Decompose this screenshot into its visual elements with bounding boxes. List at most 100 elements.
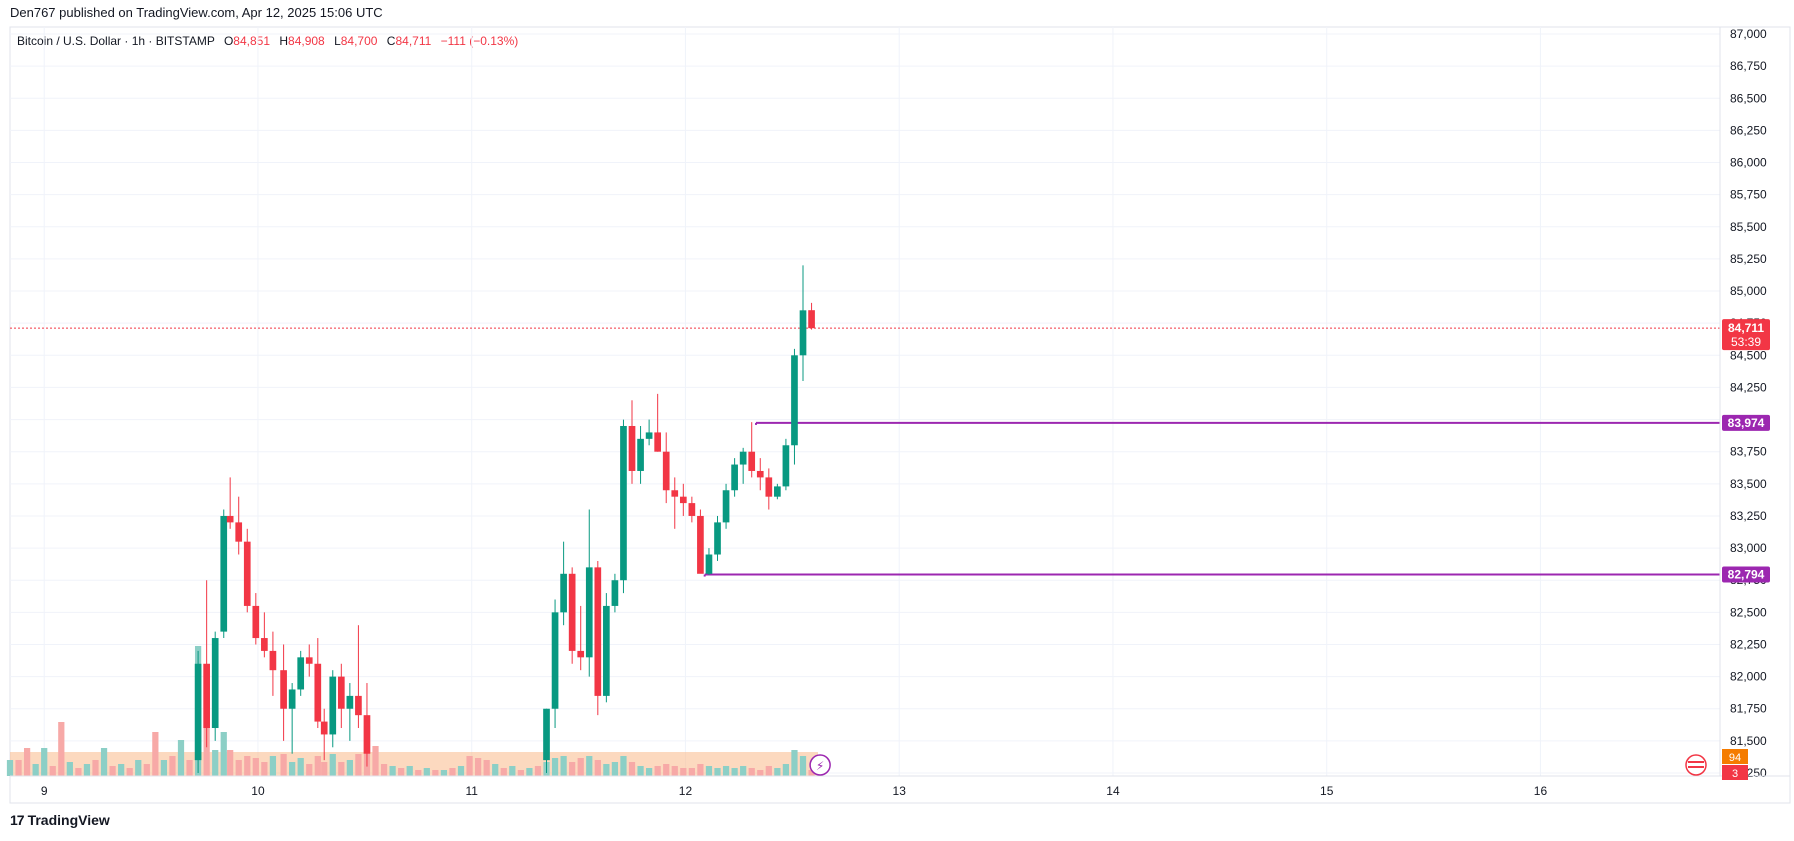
volume-bar: [457, 766, 465, 776]
volume-bar: [135, 760, 142, 776]
price-tick-label: 85,750: [1730, 188, 1767, 202]
volume-bar: [449, 768, 456, 776]
candle-body: [543, 708, 550, 761]
symbol-label[interactable]: Bitcoin / U.S. Dollar · 1h · BITSTAMP: [17, 34, 215, 48]
candle-body: [808, 310, 815, 329]
volume-bar: [23, 748, 31, 776]
candle-body: [705, 554, 713, 574]
volume-bar: [160, 760, 168, 776]
open-label: O: [223, 34, 234, 48]
volume-bar: [577, 758, 584, 776]
candle-body: [637, 438, 644, 471]
chart-legend: Bitcoin / U.S. Dollar · 1h · BITSTAMP O 8…: [17, 34, 518, 48]
change-value: −111 (−0.13%): [440, 34, 519, 48]
volume-bar: [466, 756, 473, 776]
volume-bar: [560, 756, 567, 776]
horizontal-levels[interactable]: [10, 327, 1720, 577]
price-tick-label: 85,500: [1730, 220, 1767, 234]
high-label: H: [279, 34, 289, 48]
volume-bar: [423, 768, 430, 776]
volume-bar: [118, 764, 125, 776]
volume-bar: [654, 766, 661, 776]
price-tick-label: 81,750: [1730, 702, 1767, 716]
volume-bar: [808, 770, 815, 776]
time-tick-label: 15: [1320, 784, 1334, 798]
time-tick-label: 11: [465, 784, 478, 798]
volume-bar: [169, 756, 176, 776]
volume-bar: [83, 764, 91, 776]
replay-icon-ring: [809, 754, 831, 776]
volume-bar: [143, 764, 150, 776]
volume-bar: [306, 764, 313, 776]
candle-body: [714, 522, 721, 555]
candle-body: [551, 612, 559, 709]
candle-body: [585, 567, 593, 658]
last-price-label: 84,711: [1728, 321, 1764, 335]
replay-flash-icon: ⚡: [809, 754, 831, 776]
replay-icon-glyph: ⚡: [816, 759, 824, 773]
volume-bar: [586, 756, 593, 776]
price-tick-label: 86,250: [1730, 123, 1767, 137]
volume-bar: [235, 760, 242, 776]
candle-body: [697, 515, 704, 574]
candle-body: [722, 490, 730, 523]
volume-bar: [722, 766, 730, 776]
price-axis[interactable]: 87,000 86,750 86,500 86,250 86,000 85,750 85,5…: [1719, 27, 1767, 780]
volume-bar: [346, 760, 353, 776]
volume-bar: [75, 768, 82, 776]
level-price-badge: [1722, 566, 1770, 583]
volume-bar: [406, 766, 413, 776]
volume-bar: [594, 760, 601, 776]
price-tick-label: 82,250: [1730, 637, 1767, 651]
time-tick-label: 16: [1534, 784, 1548, 798]
low-value: 84,700: [340, 34, 378, 48]
candle-body: [748, 451, 756, 471]
candle-body: [756, 470, 764, 478]
volume-bar: [398, 768, 405, 776]
volume-bar: [731, 768, 738, 776]
volume-bar: [534, 766, 542, 776]
volume-bar: [569, 762, 576, 776]
volume-bar: [757, 770, 764, 776]
price-tick-label: 83,000: [1730, 541, 1767, 555]
volume-badge: [1722, 765, 1748, 780]
volume-bar: [289, 762, 296, 776]
volume-bar: [483, 760, 490, 776]
candle-body: [782, 445, 790, 487]
level-price-label: 83,974: [1728, 416, 1765, 430]
volume-bar: [509, 766, 516, 776]
price-tick-label: 85,250: [1730, 252, 1767, 266]
level-price-label: 82,794: [1728, 568, 1765, 582]
candle-body: [611, 580, 619, 606]
volume-bar: [355, 754, 362, 776]
candle-body: [305, 657, 313, 664]
candle-body: [799, 310, 807, 356]
price-tick-label: 87,000: [1730, 27, 1767, 41]
candle-body: [731, 464, 738, 491]
volume-bar: [611, 762, 619, 776]
time-axis[interactable]: 9 10 11 12 13 14 15 16: [10, 775, 1790, 798]
volume-bar: [688, 768, 695, 776]
volume-bar: [380, 764, 388, 776]
last-price-badge: [1722, 319, 1770, 351]
price-tick-label: 86,000: [1730, 156, 1767, 170]
candle-body: [568, 573, 576, 651]
countdown-label: 53:39: [1731, 335, 1761, 349]
price-tick-label: 83,500: [1730, 477, 1767, 491]
volume-bar: [6, 760, 14, 776]
volume-bar: [628, 762, 636, 776]
volume-bar: [227, 750, 234, 776]
volume-bar: [492, 764, 499, 776]
candle-body: [203, 663, 210, 729]
time-tick-label: 12: [679, 784, 693, 798]
candle-body: [620, 425, 627, 581]
volume-bar: [671, 766, 678, 776]
volume-bar: [740, 766, 747, 776]
high-value: 84,908: [288, 34, 325, 48]
volume-bar: [321, 762, 328, 776]
volume-bar: [186, 760, 193, 776]
price-tick-label: 84,500: [1730, 348, 1767, 362]
candle-body: [194, 663, 202, 761]
price-tick-label: 82,000: [1730, 670, 1767, 684]
